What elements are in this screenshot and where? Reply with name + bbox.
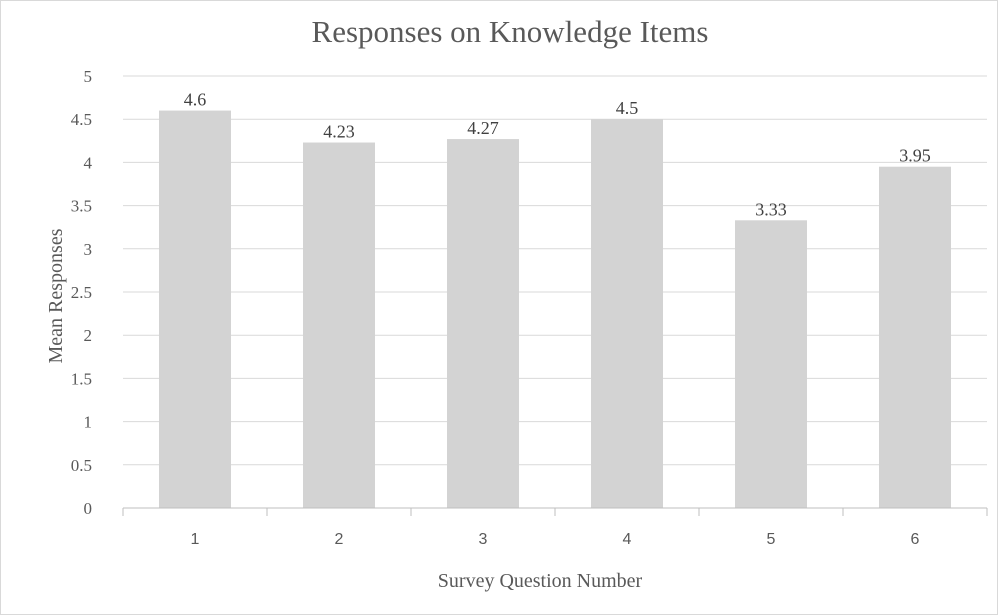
data-label: 4.23 [323,122,355,142]
bar [879,166,951,508]
y-tick-label: 0 [84,499,93,518]
y-tick-label: 1 [84,413,93,432]
bar [447,139,519,508]
data-label: 4.5 [616,98,639,118]
chart-title: Responses on Knowledge Items [312,14,709,49]
data-label: 4.6 [184,90,207,110]
x-axis-title: Survey Question Number [438,570,643,592]
y-axis-title: Mean Responses [45,228,67,363]
x-tick-label: 5 [767,531,776,548]
bar [591,119,663,508]
y-tick-label: 1.5 [71,369,92,388]
data-label: 3.33 [755,199,787,219]
data-label: 4.27 [467,118,499,138]
gridlines [123,75,987,466]
bars [159,110,951,508]
x-tick-label: 4 [623,531,632,548]
y-tick-label: 2.5 [71,283,92,302]
y-tick-label: 3.5 [71,197,92,216]
y-axis-ticks: 0 0.5 1 1.5 2 2.5 3 3.5 4 4.5 5 [71,67,93,518]
bar [303,142,375,508]
y-tick-label: 4 [84,153,93,172]
y-tick-label: 4.5 [71,110,92,129]
x-tick-label: 1 [191,531,200,548]
x-tick-label: 3 [479,531,488,548]
y-tick-label: 2 [84,326,93,345]
bar [735,220,807,508]
data-label: 3.95 [899,146,931,166]
y-tick-label: 3 [84,240,93,259]
y-tick-label: 5 [84,67,93,86]
x-axis-ticks: 1 2 3 4 5 6 [191,531,920,548]
data-labels: 4.6 4.23 4.27 4.5 3.33 3.95 [184,90,931,220]
x-axis [122,507,988,516]
bar [159,110,231,508]
y-tick-label: 0.5 [71,456,92,475]
x-tick-label: 2 [335,531,344,548]
x-tick-label: 6 [911,531,920,548]
